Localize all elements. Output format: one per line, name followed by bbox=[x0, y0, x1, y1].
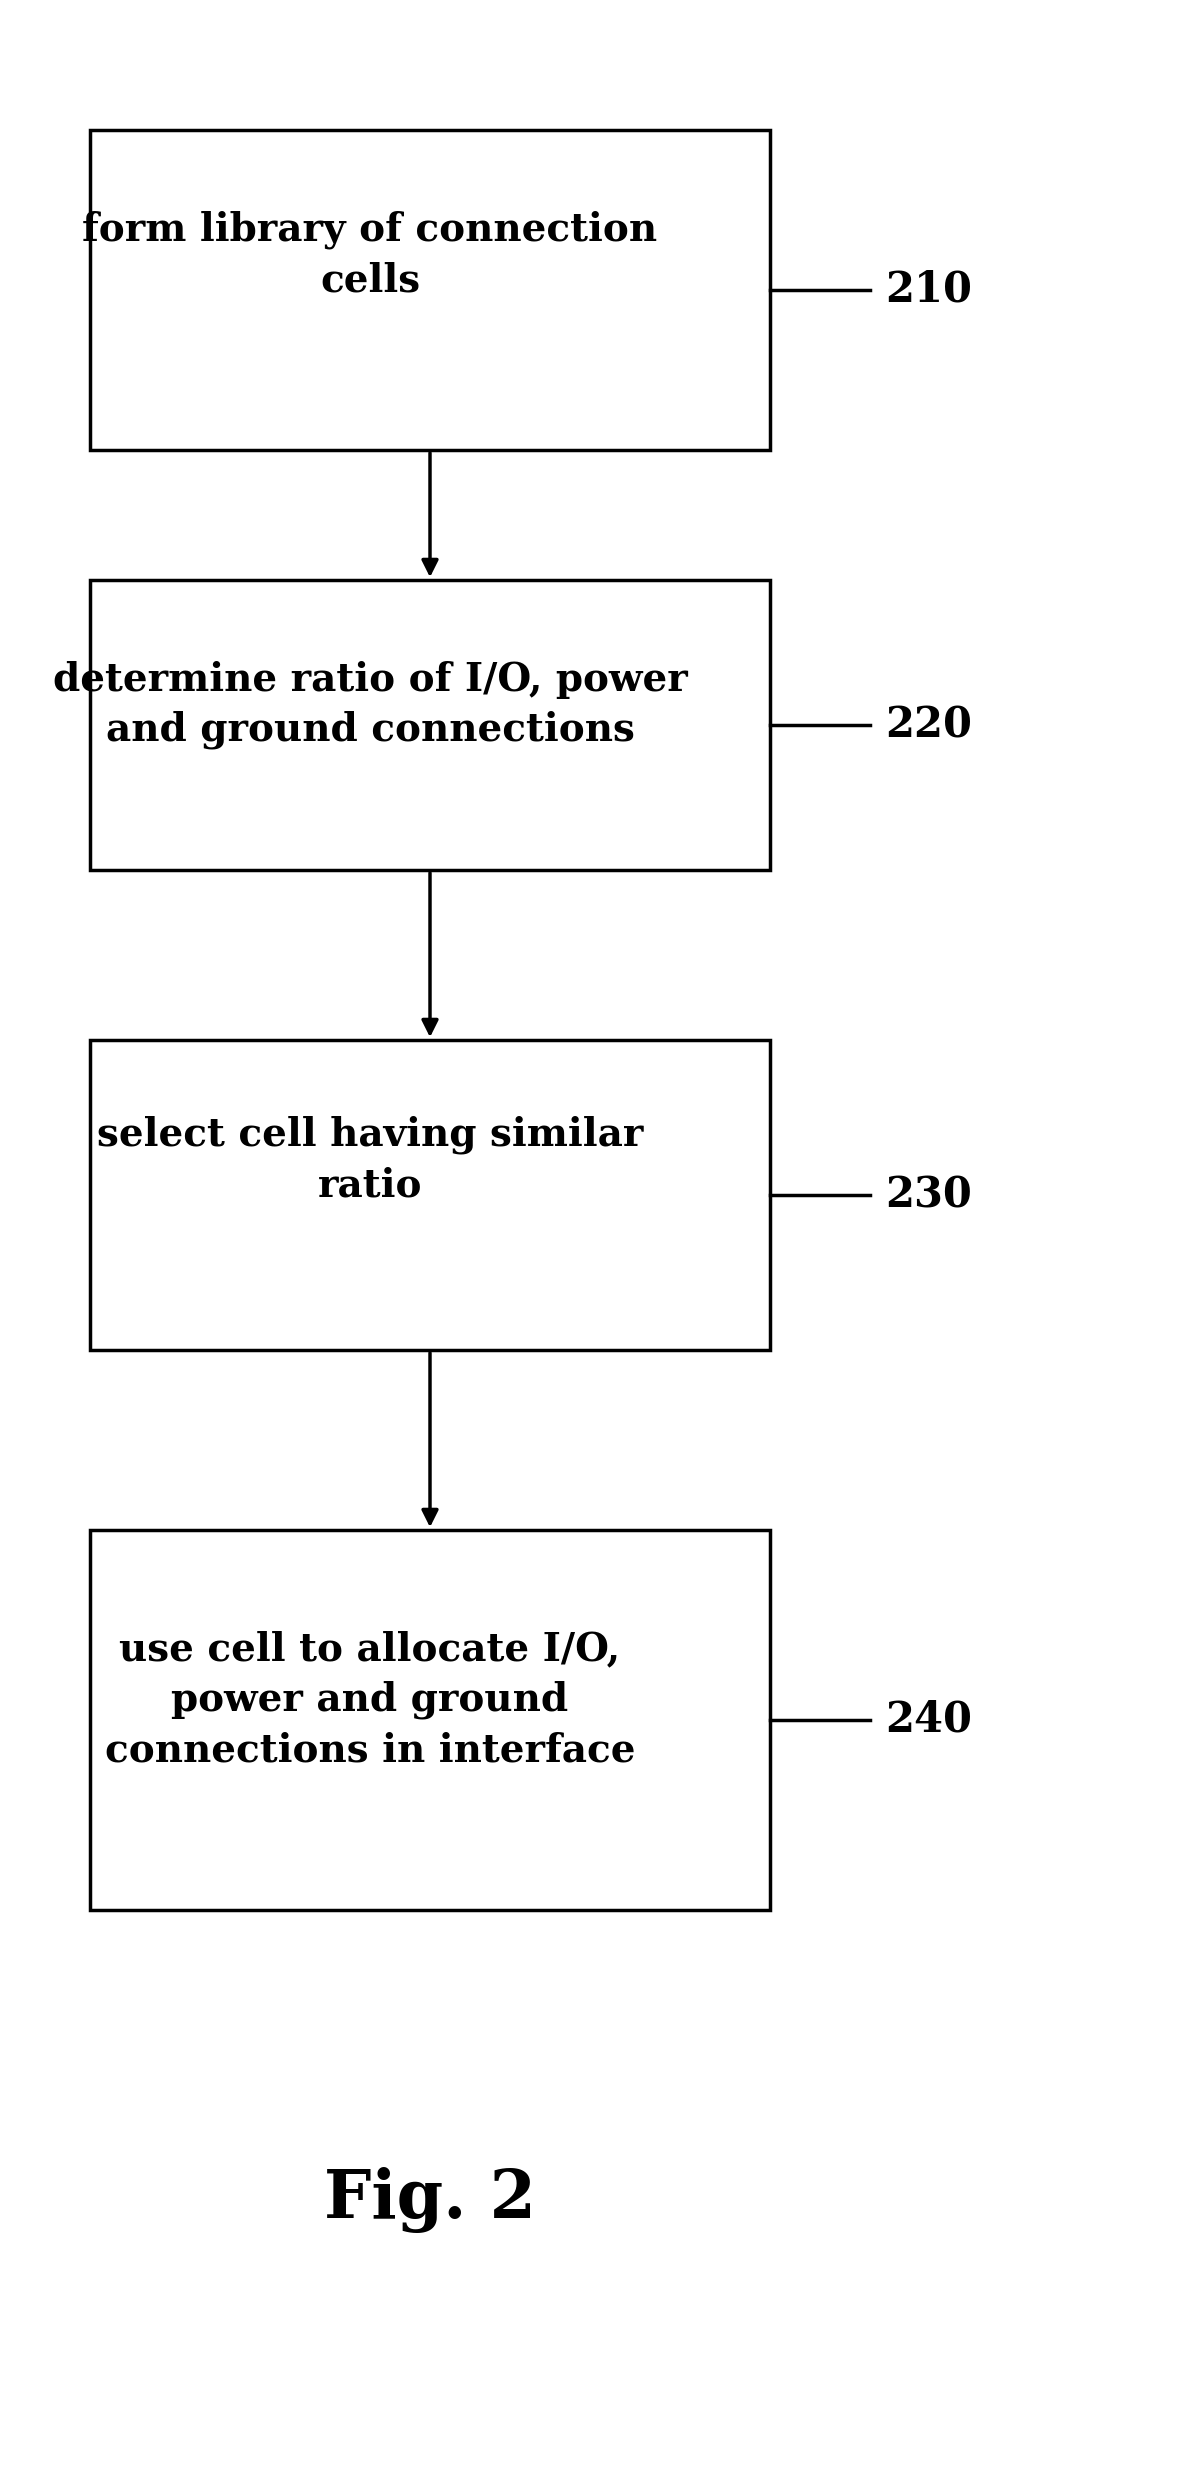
Text: determine ratio of I/O, power
and ground connections: determine ratio of I/O, power and ground… bbox=[52, 661, 688, 750]
Text: 220: 220 bbox=[884, 703, 972, 747]
Text: Fig. 2: Fig. 2 bbox=[324, 2168, 536, 2234]
Bar bbox=[90, 1041, 770, 1349]
Text: 230: 230 bbox=[884, 1174, 972, 1216]
Text: 240: 240 bbox=[884, 1699, 972, 1741]
Text: 210: 210 bbox=[884, 269, 972, 311]
Text: form library of connection
cells: form library of connection cells bbox=[83, 210, 657, 298]
Text: select cell having similar
ratio: select cell having similar ratio bbox=[97, 1115, 643, 1203]
Bar bbox=[90, 1529, 770, 1911]
Text: use cell to allocate I/O,
power and ground
connections in interface: use cell to allocate I/O, power and grou… bbox=[104, 1630, 636, 1768]
Bar bbox=[90, 580, 770, 870]
Bar bbox=[90, 131, 770, 449]
